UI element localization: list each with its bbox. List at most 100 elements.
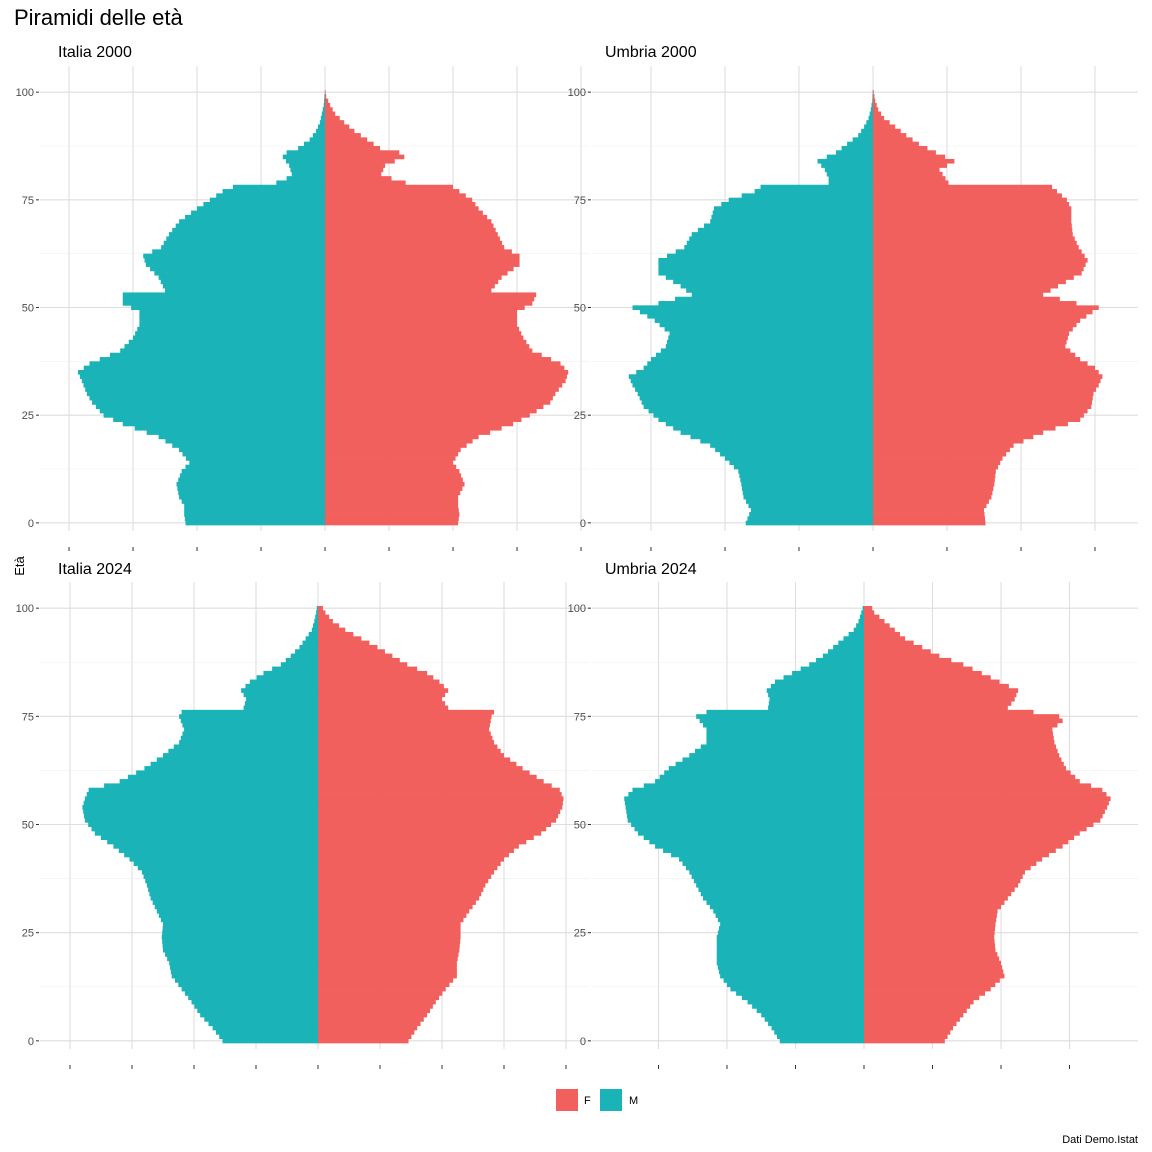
bar-m-age-31 [709,904,865,910]
bar-m-age-72 [191,210,325,216]
bar-m-age-51 [84,818,318,823]
bar-f-age-91 [864,644,923,650]
bar-f-age-67 [318,748,501,754]
bar-f-age-89 [873,137,913,143]
bar-f-age-89 [318,653,393,659]
bar-m-age-0 [222,1038,318,1044]
bar-m-age-29 [639,395,873,401]
bar-f-age-13 [864,982,996,988]
bar-f-age-53 [864,809,1105,815]
bar-f-age-95 [864,627,895,633]
bar-m-age-66 [163,753,318,758]
bar-f-age-81 [864,688,1019,693]
bar-f-age-39 [873,352,1076,358]
bar-f-age-70 [318,735,493,741]
bar-f-age-24 [318,934,461,940]
bar-m-age-62 [143,253,325,259]
bar-f-age-56 [873,279,1066,285]
bar-f-age-79 [325,180,406,186]
bar-m-age-93 [319,120,325,125]
bar-f-age-88 [318,657,400,663]
bar-m-age-0 [779,1038,864,1044]
bar-f-age-20 [325,434,479,440]
y-tick-label: 25 [574,928,586,940]
bar-m-age-98 [324,98,325,104]
bar-m-age-10 [741,995,864,1001]
bar-f-age-54 [325,288,492,293]
bar-f-age-92 [325,124,350,130]
bar-m-age-7 [197,1008,318,1014]
bar-f-age-64 [325,245,505,250]
bar-f-age-41 [864,861,1037,866]
bar-m-age-80 [768,692,864,698]
bar-f-age-50 [864,822,1094,828]
bar-f-age-40 [864,865,1031,871]
bar-f-age-28 [873,400,1093,405]
bar-m-age-11 [736,991,864,996]
bar-f-age-66 [318,753,504,758]
bar-m-age-38 [143,874,318,879]
bar-m-age-63 [144,766,318,771]
bar-f-age-80 [325,176,392,181]
bar-m-age-92 [838,640,864,646]
bar-f-age-64 [318,761,517,767]
y-tick-label: 0 [580,518,586,530]
bar-m-age-64 [161,245,325,250]
bar-m-age-25 [653,413,873,418]
bar-f-age-96 [864,623,890,628]
bar-f-age-63 [318,766,523,771]
bar-f-age-21 [318,947,460,953]
bar-m-age-34 [628,374,873,379]
bar-f-age-25 [864,930,995,936]
bar-m-age-56 [624,796,864,802]
bar-m-age-8 [742,486,873,491]
bar-f-age-43 [318,852,509,858]
bar-f-age-83 [318,679,440,685]
bar-f-age-90 [864,649,931,654]
bar-m-age-43 [671,852,864,858]
panel-umbria-2024: Umbria 2024 0 25 50 75 100 [568,561,1138,1069]
bar-f-age-49 [873,309,1093,315]
bar-f-age-96 [873,107,879,112]
bar-f-age-39 [325,352,542,358]
bar-f-age-91 [318,644,378,650]
bar-m-age-26 [162,926,318,931]
bar-m-age-83 [289,163,325,168]
bar-f-age-83 [873,163,947,168]
bar-m-age-85 [263,670,318,676]
bar-f-age-35 [864,887,1015,892]
bar-m-age-91 [861,128,873,134]
bar-m-age-14 [174,978,318,983]
bar-m-age-91 [299,644,318,650]
bar-f-age-34 [864,891,1012,897]
bar-f-age-90 [873,133,907,138]
bar-f-age-5 [318,1017,424,1022]
bar-f-age-41 [873,344,1066,349]
bar-f-age-79 [873,180,949,186]
bar-f-age-58 [864,787,1103,793]
bar-f-age-49 [325,309,517,315]
bar-m-age-32 [152,900,318,905]
bar-f-age-35 [873,369,1099,375]
bar-f-age-91 [873,128,901,134]
bar-f-age-68 [864,744,1057,750]
bar-f-age-43 [325,335,524,341]
bar-m-age-59 [658,266,873,272]
bar-m-age-76 [216,193,325,199]
bar-f-age-22 [864,943,996,949]
bar-f-age-89 [864,653,940,659]
bar-m-age-84 [285,158,325,164]
bar-f-age-17 [325,447,461,453]
y-tick-label: 100 [568,87,586,99]
bar-m-age-20 [716,952,865,957]
bar-m-age-41 [133,861,318,866]
bar-f-age-45 [864,843,1063,849]
bar-f-age-9 [318,999,436,1005]
bar-f-age-66 [864,753,1060,758]
bar-f-age-36 [864,882,1019,888]
bar-f-age-13 [325,464,457,470]
bar-m-age-82 [245,683,318,689]
bar-m-age-54 [165,288,325,293]
bar-m-age-17 [179,447,325,453]
bar-f-age-67 [864,748,1058,754]
